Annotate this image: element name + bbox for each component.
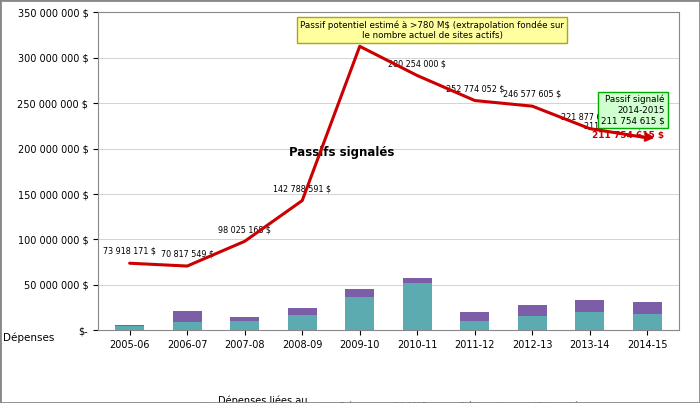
Bar	[403, 283, 432, 330]
Text: 70 817 549 $: 70 817 549 $	[161, 250, 214, 259]
Text: 98 025 168 $: 98 025 168 $	[218, 225, 271, 234]
Text: 280 254 000 $: 280 254 000 $	[389, 59, 446, 68]
Text: 246 577 605 $: 246 577 605 $	[503, 90, 561, 99]
Text: 211 754 615 $: 211 754 615 $	[584, 122, 642, 131]
Bar	[575, 312, 604, 330]
Bar	[633, 302, 662, 314]
Text: Passif potentiel estimé à >780 M$ (extrapolation fondée sur
le nombre actuel de : Passif potentiel estimé à >780 M$ (extra…	[300, 20, 564, 40]
Bar	[116, 326, 144, 330]
Bar	[230, 317, 259, 321]
Bar	[173, 322, 202, 330]
Bar	[288, 308, 316, 315]
Text: Dépenses: Dépenses	[4, 332, 55, 343]
Bar	[345, 297, 374, 330]
Text: Passif signalé
2014-2015
211 754 615 $: Passif signalé 2014-2015 211 754 615 $	[601, 95, 664, 125]
Bar	[461, 312, 489, 321]
Bar	[345, 289, 374, 297]
Bar	[173, 312, 202, 322]
Bar	[518, 305, 547, 316]
Text: 221 877 605 $: 221 877 605 $	[561, 112, 619, 121]
Bar	[403, 278, 432, 283]
Text: 211 754 615 $: 211 754 615 $	[592, 131, 664, 141]
Bar	[288, 315, 316, 330]
Bar	[461, 321, 489, 330]
Bar	[575, 299, 604, 312]
Text: Passifs signalés: Passifs signalés	[289, 145, 395, 159]
Bar	[518, 316, 547, 330]
Text: 252 774 052 $: 252 774 052 $	[446, 84, 504, 93]
Legend: Dépenses liées au
PASCF, Dépenses d'AANC, Clôture du passif signalé: Dépenses liées au PASCF, Dépenses d'AANC…	[195, 391, 582, 403]
Text: 142 788 591 $: 142 788 591 $	[273, 184, 331, 193]
Bar	[116, 324, 144, 326]
Bar	[230, 321, 259, 330]
Text: 312 385 095 $: 312 385 095 $	[330, 30, 388, 39]
Text: 73 918 171 $: 73 918 171 $	[103, 247, 156, 256]
Bar	[633, 314, 662, 330]
